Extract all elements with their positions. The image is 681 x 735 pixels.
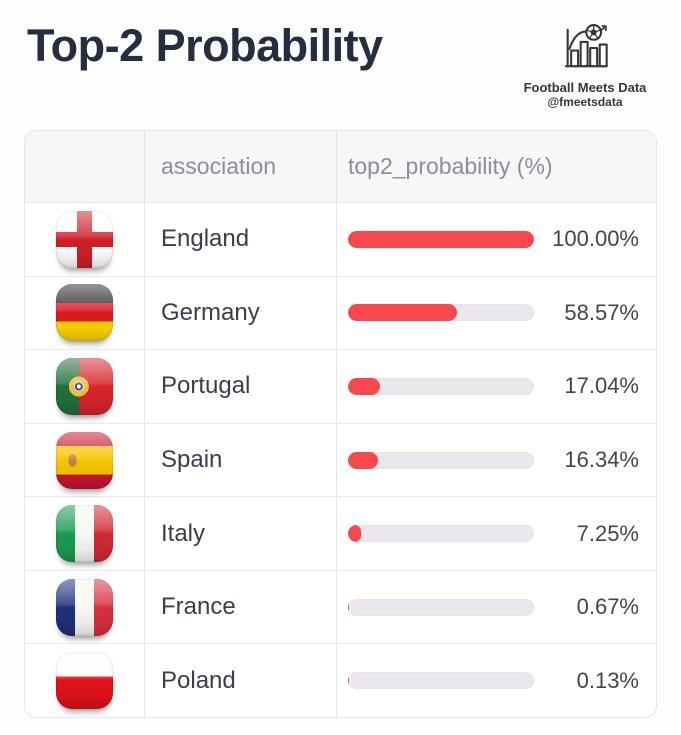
probability-bar-fill	[348, 451, 379, 469]
probability-cell: 58.57%	[337, 277, 656, 350]
flag-cell	[25, 203, 145, 276]
probability-cell: 17.04%	[337, 350, 656, 423]
flag-cell	[25, 570, 145, 644]
probability-bar-track	[348, 672, 534, 690]
probability-bar-fill	[348, 230, 534, 248]
england-flag-icon	[56, 210, 113, 268]
association-cell: Poland	[145, 644, 337, 717]
probability-value: 16.34%	[564, 447, 639, 473]
table-row: Italy 7.25%	[25, 497, 656, 571]
probability-value: 17.04%	[564, 373, 639, 399]
association-name: Italy	[161, 519, 206, 547]
association-cell: Germany	[145, 276, 337, 350]
probability-bar-track	[348, 304, 534, 322]
probability-bar-track	[348, 377, 534, 395]
table-row: Poland 0.13%	[25, 644, 656, 717]
probability-cell: 100.00%	[337, 203, 656, 276]
probability-cell: 7.25%	[337, 497, 656, 570]
association-cell: Italy	[145, 497, 337, 570]
probability-bar-fill	[348, 304, 457, 322]
header-association-column: association	[145, 131, 337, 202]
bar-chart-football-icon	[564, 23, 608, 68]
flag-cell	[25, 350, 145, 423]
france-flag-icon	[56, 578, 113, 636]
probability-table: association top2_probability (%) England…	[24, 130, 657, 718]
association-name: Spain	[161, 446, 223, 474]
association-cell: Portugal	[145, 350, 337, 423]
header-flag-column	[25, 131, 145, 202]
probability-value: 7.25%	[576, 520, 639, 546]
flag-cell	[25, 497, 145, 570]
table-row: Portugal 17.04%	[25, 350, 656, 424]
table-row: Spain 16.34%	[25, 423, 656, 498]
portugal-flag-icon	[56, 357, 113, 415]
probability-cell: 0.67%	[337, 571, 656, 644]
brand-handle: @fmeetsdata	[547, 95, 623, 109]
association-cell: Spain	[145, 423, 337, 497]
association-name: France	[161, 593, 236, 621]
table-row: France 0.67%	[25, 570, 656, 645]
association-name: Poland	[161, 666, 236, 694]
probability-cell: 16.34%	[337, 424, 656, 497]
association-name: Portugal	[161, 372, 251, 400]
association-name: Germany	[161, 298, 260, 326]
probability-bar-fill	[348, 525, 362, 543]
flag-cell	[25, 423, 145, 497]
germany-flag-icon	[56, 284, 113, 342]
page-title: Top-2 Probability	[27, 20, 383, 71]
probability-bar-track	[348, 451, 534, 469]
table-row: England 100.00%	[25, 203, 656, 277]
brand-name: Football Meets Data	[523, 80, 647, 95]
probability-value: 100.00%	[552, 226, 639, 252]
flag-cell	[25, 276, 145, 350]
italy-flag-icon	[56, 505, 113, 563]
table-header-row: association top2_probability (%)	[25, 131, 656, 203]
probability-bar-track	[348, 525, 534, 543]
probability-bar-fill	[348, 377, 380, 395]
poland-flag-icon	[56, 652, 113, 710]
spain-flag-icon	[56, 431, 113, 489]
probability-value: 0.67%	[576, 594, 639, 620]
header-probability-column: top2_probability (%)	[348, 153, 553, 179]
flag-cell	[25, 644, 145, 717]
probability-value: 0.13%	[576, 667, 639, 693]
probability-bar-track	[348, 598, 534, 616]
probability-bar-fill	[348, 598, 350, 616]
association-cell: England	[145, 203, 337, 276]
brand-block: Football Meets Data @fmeetsdata	[505, 22, 665, 110]
association-name: England	[161, 225, 250, 253]
association-cell: France	[145, 570, 337, 644]
table-row: Germany 58.57%	[25, 276, 656, 351]
probability-cell: 0.13%	[337, 644, 656, 717]
probability-value: 58.57%	[564, 299, 639, 325]
probability-bar-track	[348, 230, 534, 248]
